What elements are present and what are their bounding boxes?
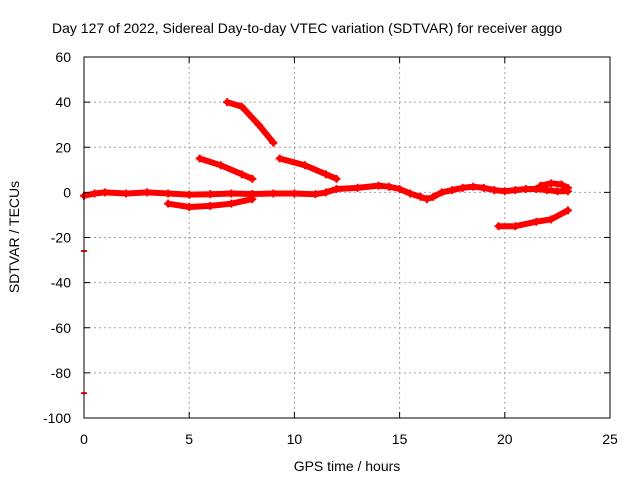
data-point <box>532 184 541 193</box>
data-point <box>122 189 131 198</box>
data-point <box>353 183 362 192</box>
data-point <box>521 184 530 193</box>
data-point <box>143 188 152 197</box>
y-axis-label: SDTVAR / TECUs <box>6 181 22 293</box>
data-point <box>547 179 556 188</box>
data-point <box>479 183 488 192</box>
tick-marks <box>83 56 611 419</box>
data-point <box>469 182 478 191</box>
data-point <box>223 98 232 107</box>
x-tick-label: 5 <box>185 431 193 447</box>
data-point <box>248 174 257 183</box>
data-point <box>254 120 263 129</box>
data-point <box>275 154 284 163</box>
data-point <box>248 195 257 204</box>
data-point <box>511 186 520 195</box>
y-tick-label: -60 <box>51 320 71 336</box>
data-point <box>195 154 204 163</box>
data-point <box>532 217 541 226</box>
data-point <box>494 222 503 231</box>
data-points <box>80 98 572 395</box>
data-point <box>553 187 562 196</box>
data-point <box>206 190 215 199</box>
data-point <box>206 201 215 210</box>
data-point <box>321 170 330 179</box>
x-tick-label: 20 <box>497 431 513 447</box>
data-point <box>321 188 330 197</box>
data-point <box>164 199 173 208</box>
data-point <box>185 190 194 199</box>
x-tick-label: 25 <box>602 431 618 447</box>
data-point <box>237 102 246 111</box>
data-series-arc-40 <box>224 99 277 146</box>
x-tick-label: 10 <box>287 431 303 447</box>
data-point <box>332 174 341 183</box>
data-point <box>332 184 341 193</box>
data-point <box>490 186 499 195</box>
data-point <box>511 222 520 231</box>
data-point <box>237 170 246 179</box>
data-point <box>216 161 225 170</box>
data-point <box>542 186 551 195</box>
data-point <box>90 189 99 198</box>
y-tick-label: 20 <box>55 139 71 155</box>
y-tick-label: 40 <box>55 94 71 110</box>
chart-title: Day 127 of 2022, Sidereal Day-to-day VTE… <box>52 20 562 36</box>
data-series-arc-15 <box>196 155 256 182</box>
data-point <box>300 161 309 170</box>
data-series-arc-right-upper <box>537 180 571 191</box>
data-series-arc-15b <box>276 155 340 182</box>
data-point <box>437 188 446 197</box>
data-point <box>227 189 236 198</box>
x-tick-label: 0 <box>80 431 88 447</box>
data-point <box>101 188 110 197</box>
data-point <box>557 180 566 189</box>
data-point <box>290 189 299 198</box>
data-point <box>536 181 545 190</box>
data-point <box>227 199 236 208</box>
data-point <box>374 181 383 190</box>
y-tick-label: -100 <box>43 410 71 426</box>
data-point <box>563 206 572 215</box>
data-point <box>547 215 556 224</box>
data-point <box>395 184 404 193</box>
data-point <box>164 189 173 198</box>
x-tick-label: 15 <box>392 431 408 447</box>
data-point <box>448 186 457 195</box>
data-point <box>269 138 278 147</box>
y-tick-label: -20 <box>51 230 71 246</box>
grid <box>84 57 610 418</box>
data-point <box>185 203 194 212</box>
data-point <box>429 192 438 201</box>
y-tick-label: -40 <box>51 275 71 291</box>
data-point <box>500 187 509 196</box>
data-point <box>563 183 572 192</box>
data-point <box>385 182 394 191</box>
data-point <box>458 183 467 192</box>
y-tick-label: -80 <box>51 365 71 381</box>
y-tick-label: 60 <box>55 49 71 65</box>
data-point <box>311 190 320 199</box>
x-axis-label: GPS time / hours <box>294 458 401 474</box>
data-point <box>416 192 425 201</box>
data-point <box>269 189 278 198</box>
tick-labels: 0 5 10 15 20 25 -100 -80 -60 -40 -20 0 20 40 60 <box>43 49 618 447</box>
data-point <box>406 189 415 198</box>
y-tick-label: 0 <box>63 184 71 200</box>
data-point <box>422 195 431 204</box>
